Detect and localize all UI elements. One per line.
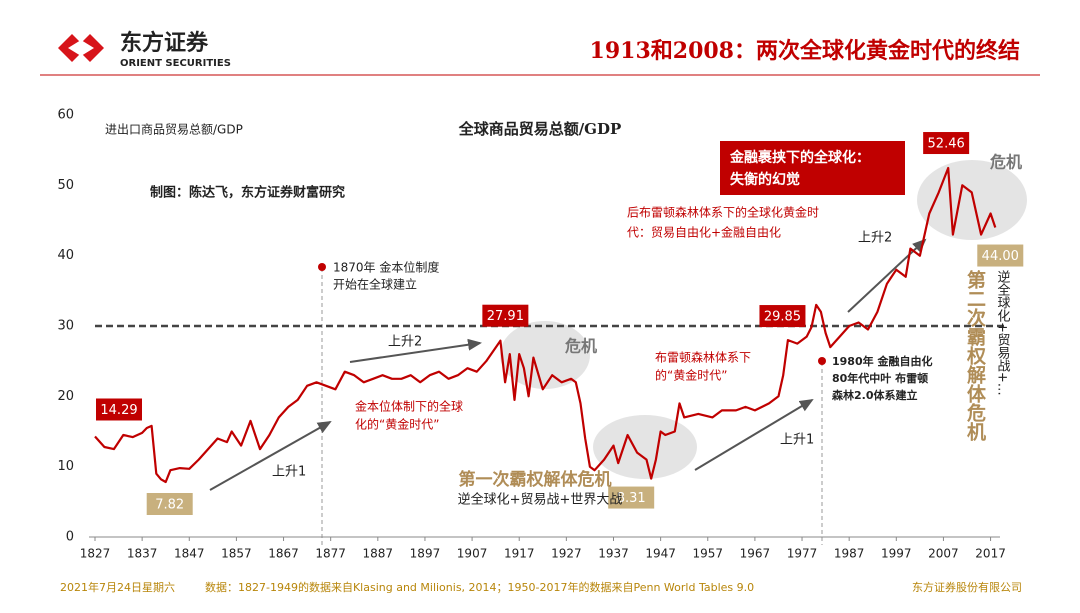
annotation: 制图：陈达飞，东方证券财富研究 <box>150 185 345 201</box>
value-label: 8.31 <box>617 491 646 506</box>
annotation: 上升1 <box>272 465 306 480</box>
annotation: 后布雷顿森林体系下的全球化黄金时 <box>627 205 819 220</box>
value-label: 52.46 <box>928 137 965 152</box>
value-label: 29.85 <box>764 310 801 325</box>
annotation: 1870年 金本位制度 <box>333 260 439 275</box>
y-tick-label: 20 <box>57 389 74 404</box>
annotation: 危机 <box>990 153 1022 172</box>
y-tick-label: 60 <box>57 108 74 123</box>
annotation: 化的“黄金时代” <box>355 417 439 432</box>
value-label: 27.91 <box>487 309 524 324</box>
annotation: 上升1 <box>780 433 814 448</box>
x-tick-label: 2007 <box>928 547 959 561</box>
x-tick-label: 1967 <box>740 547 771 561</box>
footer-date: 2021年7月24日星期六 <box>60 580 175 594</box>
annotation: 逆全球化+贸易战+世界大战 <box>458 492 623 508</box>
value-label-box <box>977 244 1024 267</box>
annotation: 危机 <box>565 337 597 356</box>
annotation: 第一次霸权解体危机 <box>459 469 612 490</box>
annotation: 第二次霸权解体危机 <box>964 269 987 442</box>
value-label: 44.00 <box>982 249 1019 264</box>
annotation: 1980年 金融自由化 <box>832 354 932 368</box>
y-tick-label: 0 <box>66 530 74 545</box>
x-tick-label: 1897 <box>410 547 441 561</box>
value-label-box <box>923 132 970 155</box>
annotation: 布雷顿森林体系下 <box>655 350 751 365</box>
value-label: 7.82 <box>155 497 184 512</box>
logo-name: 东方证券 <box>120 30 209 56</box>
x-tick-label: 1877 <box>315 547 346 561</box>
footer-source: 数据：1827-1949的数据来自Klasing and Milionis, 2… <box>205 580 754 594</box>
x-tick-label: 1847 <box>174 547 205 561</box>
value-label-box <box>759 305 806 328</box>
y-tick-label: 10 <box>57 459 74 474</box>
x-tick-label: 1947 <box>645 547 676 561</box>
annotation: 开始在全球建立 <box>333 277 417 292</box>
x-tick-label: 1937 <box>598 547 629 561</box>
y-tick-label: 30 <box>57 319 74 334</box>
annotation: 金本位体制下的全球 <box>355 399 463 414</box>
x-tick-label: 1867 <box>268 547 299 561</box>
value-label: 14.29 <box>100 403 137 418</box>
annotation: 森林2.0体系建立 <box>832 388 918 402</box>
annotation: 失衡的幻觉 <box>730 171 800 188</box>
annotation: 80年代中叶 布雷顿 <box>832 371 928 385</box>
x-tick-label: 1907 <box>457 547 488 561</box>
annotation: 代：贸易自由化+金融自由化 <box>627 225 781 240</box>
logo <box>58 34 104 62</box>
x-tick-label: 2017 <box>975 547 1006 561</box>
logo-sub: ORIENT SECURITIES <box>120 58 231 69</box>
annotation: 逆全球化+贸易战+… <box>995 269 1011 395</box>
x-tick-label: 1827 <box>80 547 111 561</box>
x-tick-label: 1977 <box>787 547 818 561</box>
x-tick-label: 1987 <box>834 547 865 561</box>
value-label-box <box>608 486 655 509</box>
annotation: 金融裹挟下的全球化： <box>729 149 870 166</box>
slide-title: 1913和2008：两次全球化黄金时代的终结 <box>590 38 1020 64</box>
data-line <box>94 166 997 484</box>
x-tick-label: 1857 <box>221 547 252 561</box>
x-tick-label: 1917 <box>504 547 535 561</box>
annotation: 上升2 <box>388 335 422 350</box>
annotation: 上升2 <box>858 231 892 246</box>
value-label-box <box>482 304 529 327</box>
y-tick-label: 40 <box>57 248 74 263</box>
x-tick-label: 1837 <box>127 547 158 561</box>
footer-company: 东方证券股份有限公司 <box>912 580 1022 594</box>
y-tick-label: 50 <box>57 178 74 193</box>
annotation: 进出口商品贸易总额/GDP <box>105 122 243 137</box>
x-tick-label: 1957 <box>692 547 723 561</box>
annotation: 的“黄金时代” <box>655 368 727 383</box>
x-tick-label: 1927 <box>551 547 582 561</box>
value-label-box <box>146 492 193 515</box>
value-label-box <box>96 398 142 421</box>
x-tick-label: 1887 <box>363 547 394 561</box>
x-tick-label: 1997 <box>881 547 912 561</box>
annotation: 全球商品贸易总额/GDP <box>458 120 622 138</box>
